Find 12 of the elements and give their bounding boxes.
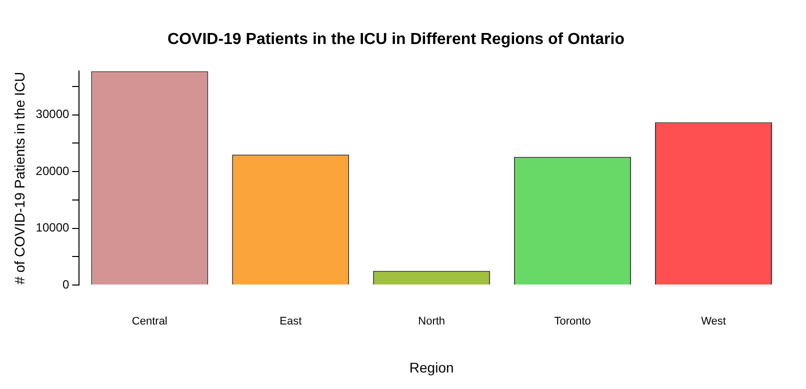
x-tick-label: Central: [132, 316, 168, 328]
y-tick-label: 10000: [36, 220, 70, 235]
y-tick-label: 30000: [36, 107, 70, 122]
x-axis-title: Region: [409, 359, 454, 376]
chart-title: COVID-19 Patients in the ICU in Different Regions of Ontario: [168, 31, 625, 48]
y-tick-label: 20000: [36, 164, 70, 178]
y-axis-title: # of COVID-19 Patients in the ICU: [11, 72, 28, 284]
x-tick-label: Toronto: [554, 316, 591, 328]
x-tick-label: North: [418, 316, 446, 328]
y-tick-label: 0: [62, 277, 70, 292]
x-tick-label: West: [701, 316, 726, 328]
x-tick-label: East: [280, 316, 302, 328]
